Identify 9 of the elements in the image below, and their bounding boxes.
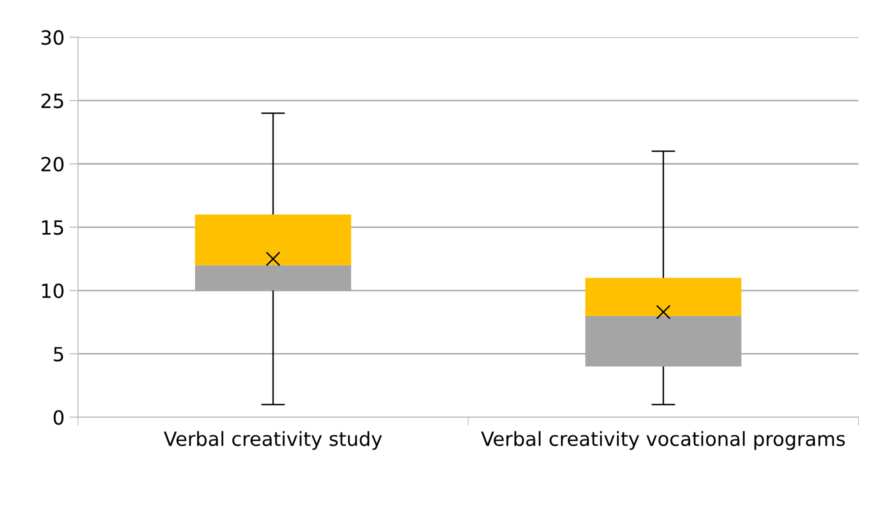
y-tick-label: 0 <box>54 410 64 425</box>
y-tick-label: 25 <box>41 94 64 108</box>
y-tick-label: 20 <box>41 156 64 172</box>
y-tick-label: 10 <box>42 283 64 298</box>
y-tick-label: 15 <box>42 220 64 235</box>
x-tick-label: Verbal creativity study <box>164 431 382 450</box>
y-tick-label: 5 <box>54 347 64 362</box>
y-tick-label: 30 <box>42 30 64 45</box>
x-tick-label: Verbal creativity vocational programs <box>481 431 845 450</box>
